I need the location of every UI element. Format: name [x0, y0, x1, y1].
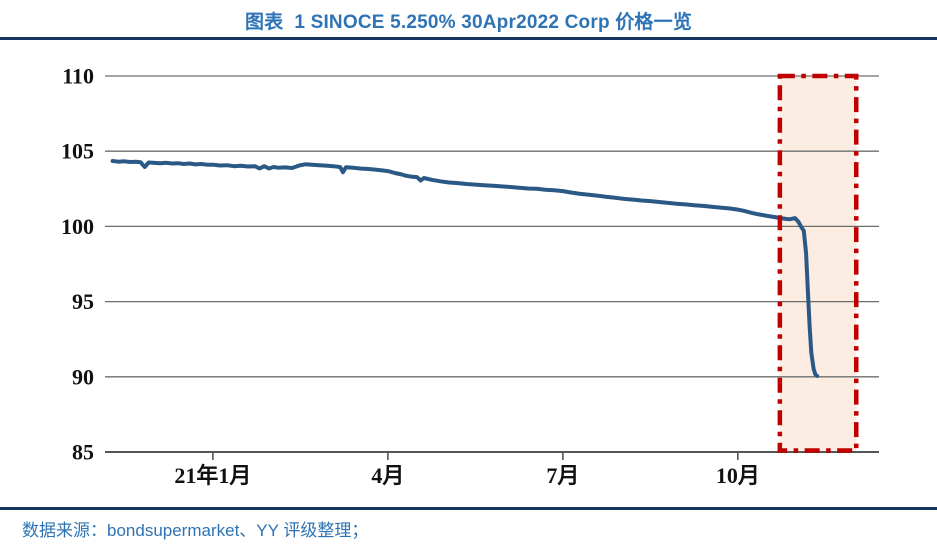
price-line	[110, 159, 820, 378]
top-divider	[0, 37, 937, 40]
x-tick-label: 7月	[546, 463, 579, 488]
highlight-region-border	[777, 73, 859, 453]
price-series-line	[110, 159, 820, 378]
highlight-region-fill	[779, 76, 857, 451]
gridlines	[105, 75, 879, 453]
highlight-fill-rect	[779, 76, 857, 451]
x-axis-labels: 21年1月 4月 7月 10月	[174, 463, 759, 488]
figure-title: 图表 1 SINOCE 5.250% 30Apr2022 Corp 价格一览	[244, 12, 693, 33]
bottom-divider	[0, 507, 937, 510]
highlight-border-rect	[777, 73, 859, 453]
x-tick-label: 4月	[371, 463, 404, 488]
y-tick-label: 95	[72, 289, 94, 314]
y-tick-label: 85	[72, 440, 94, 465]
x-axis	[212, 452, 739, 460]
y-tick-label: 90	[72, 364, 94, 389]
y-tick-label: 100	[61, 214, 94, 239]
y-axis-labels: 110 105 100 95 90 85	[61, 64, 94, 465]
source-note: 数据来源：bondsupermarket、YY 评级整理；	[22, 521, 369, 540]
x-tick-label: 21年1月	[174, 463, 251, 488]
x-tick-label: 10月	[716, 463, 760, 488]
y-tick-label: 110	[62, 64, 94, 89]
y-tick-label: 105	[61, 139, 94, 164]
